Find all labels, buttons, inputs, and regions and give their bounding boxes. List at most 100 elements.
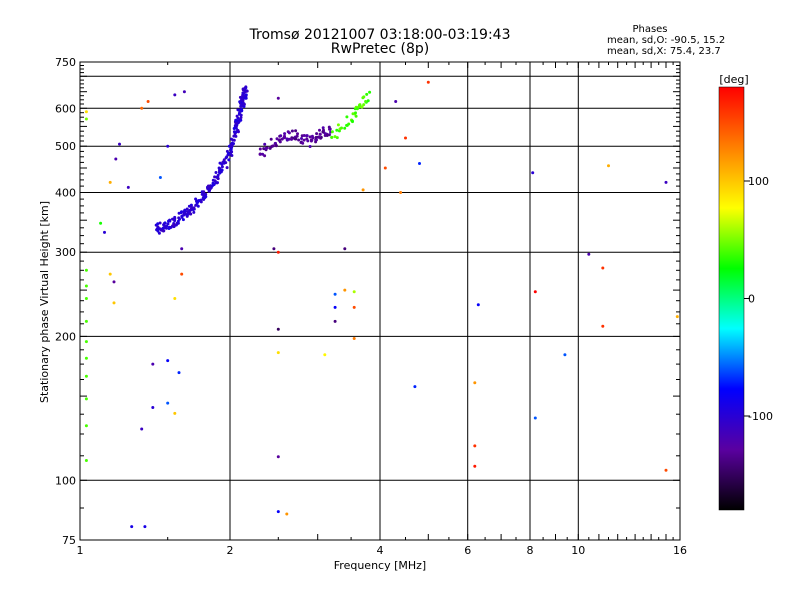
scatter-point: [276, 510, 280, 514]
trace-o-point: [161, 229, 165, 233]
trace-o-point: [241, 91, 245, 95]
scatter-point: [394, 100, 398, 103]
trace-o-point: [172, 223, 176, 226]
scatter-point: [84, 319, 88, 323]
trace-o-point: [235, 114, 239, 118]
trace-o-point: [183, 208, 187, 212]
trace-x-point: [287, 137, 291, 141]
trace-green-point: [335, 136, 339, 140]
scatter-point: [84, 110, 88, 114]
scatter-point: [84, 374, 88, 378]
phase-stat-o: mean, sd,O: -90.5, 15.2: [607, 35, 725, 46]
trace-green-point: [340, 126, 343, 130]
trace-o-point: [178, 217, 181, 221]
x-tick-label: 2: [227, 544, 234, 557]
scatter-point: [352, 305, 356, 309]
trace-green-point: [333, 135, 337, 139]
y-tick-label: 400: [55, 187, 76, 200]
x-tick-label: 10: [571, 544, 585, 557]
scatter-point: [272, 247, 276, 251]
phase-header: Phases: [632, 24, 667, 35]
trace-x-point: [315, 138, 318, 142]
colorbar-tick-label: -100: [748, 410, 773, 423]
trace-x-point: [275, 137, 279, 141]
trace-o-point: [212, 183, 216, 187]
scatter-point: [404, 136, 407, 140]
trace-green-point: [354, 111, 357, 115]
scatter-point: [473, 444, 477, 448]
trace-x-point: [278, 138, 282, 142]
trace-x-point: [258, 147, 262, 151]
trace-o-point: [158, 221, 162, 225]
trace-o-point: [227, 151, 230, 155]
chart-subtitle: RwPretec (8p): [331, 41, 429, 57]
trace-x-point: [269, 137, 273, 141]
trace-o-point: [242, 102, 246, 106]
trace-x-point: [294, 137, 298, 141]
trace-x-point: [297, 138, 301, 142]
scatter-point: [182, 90, 186, 94]
trace-x-point: [263, 154, 267, 158]
trace-o-point: [192, 210, 196, 214]
scatter-point: [84, 459, 88, 462]
trace-green-point: [347, 122, 351, 126]
scatter-point: [473, 381, 477, 385]
scatter-point: [180, 247, 184, 251]
x-axis-label: Frequency [MHz]: [334, 559, 426, 572]
trace-green-point: [366, 99, 370, 103]
trace-x-point: [294, 129, 298, 133]
trace-green-point: [336, 123, 340, 127]
scatter-point: [84, 117, 88, 121]
trace-o-point: [225, 166, 229, 170]
scatter-point: [276, 327, 280, 331]
trace-green-point: [368, 90, 372, 94]
scatter-point: [177, 371, 181, 375]
trace-o-point: [196, 204, 200, 208]
scatter-point: [276, 250, 280, 254]
scatter-point: [103, 230, 106, 234]
trace-x-point: [305, 134, 309, 138]
trace-x-point: [310, 134, 314, 138]
trace-o-point: [237, 108, 241, 112]
trace-green-point: [330, 135, 334, 139]
scatter-point: [146, 100, 150, 103]
trace-o-point: [234, 122, 238, 125]
trace-o-point: [188, 212, 192, 216]
trace-x-point: [321, 126, 325, 130]
trace-o-point: [232, 142, 235, 146]
trace-o-point: [173, 219, 177, 223]
scatter-point: [84, 268, 88, 272]
trace-o-point: [242, 87, 246, 91]
trace-x-point: [283, 136, 287, 139]
trace-o-point: [232, 138, 236, 142]
scatter-point: [343, 247, 347, 251]
x-tick-label: 1: [77, 544, 84, 557]
trace-x-point: [327, 133, 331, 137]
scatter-point: [151, 406, 155, 409]
trace-x-point: [279, 134, 283, 138]
trace-x-point: [309, 139, 313, 143]
trace-x-point: [302, 138, 306, 142]
trace-x-point: [265, 146, 269, 150]
trace-o-point: [222, 161, 226, 165]
scatter-point: [118, 142, 121, 146]
trace-o-point: [239, 113, 243, 117]
colorbar-tick-label: 0: [748, 293, 755, 306]
scatter-point: [418, 162, 421, 165]
scatter-point: [383, 166, 387, 170]
trace-o-point: [185, 207, 189, 211]
trace-o-point: [182, 213, 186, 217]
scatter-point: [84, 397, 88, 401]
scatter-point: [84, 424, 88, 428]
scatter-point: [84, 340, 88, 344]
scatter-point: [180, 272, 184, 276]
scatter-point: [108, 180, 112, 184]
trace-o-point: [189, 205, 193, 209]
y-tick-label: 600: [55, 102, 76, 115]
scatter-point: [112, 301, 116, 305]
colorbar-tick-label: 100: [748, 175, 769, 188]
scatter-point: [413, 385, 417, 389]
scatter-point: [399, 191, 403, 194]
axis-ticks: [79, 61, 681, 541]
scatter-point: [333, 292, 337, 296]
